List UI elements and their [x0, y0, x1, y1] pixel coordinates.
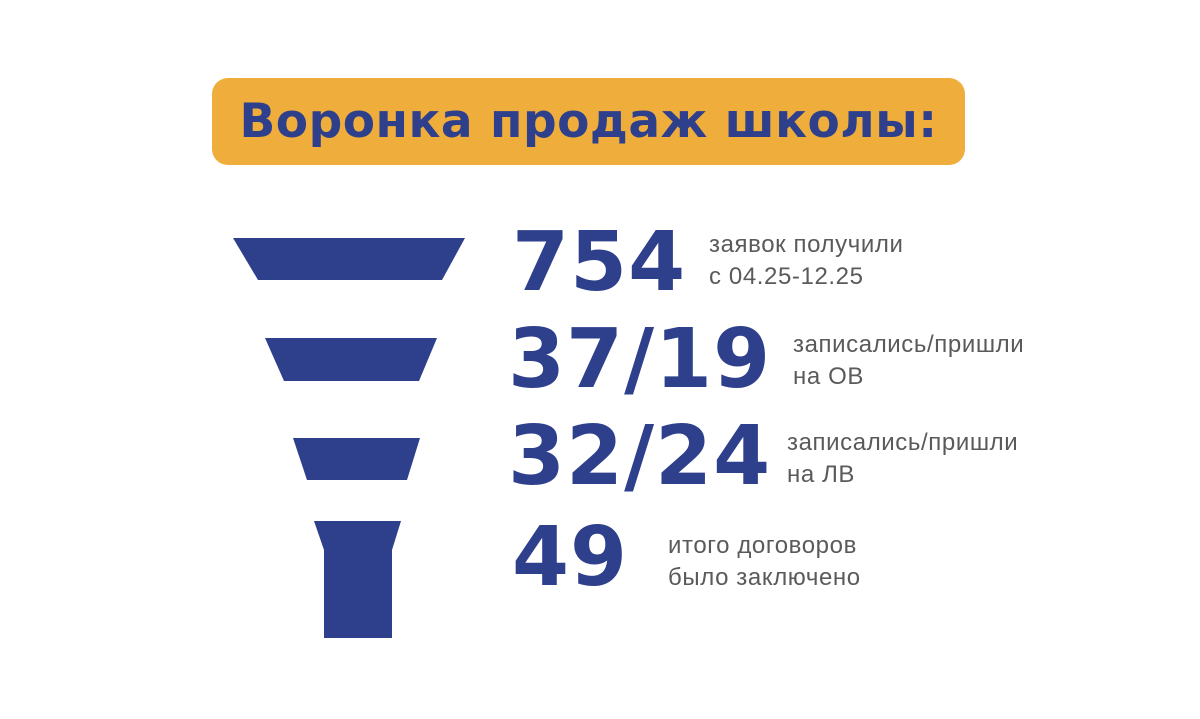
stage-3-value: 32/24: [508, 409, 772, 504]
stage-2-line-1: записались/пришли: [793, 331, 1025, 358]
funnel-stage-2: [265, 338, 437, 381]
funnel-stage-1: [233, 238, 465, 280]
funnel-stage-3: [293, 438, 420, 480]
stage-2-value: 37/19: [508, 312, 772, 407]
stage-2-description: записались/пришли на ОВ: [793, 329, 1024, 393]
stage-3-line-2: на ЛВ: [787, 461, 856, 488]
stage-4-value: 49: [512, 510, 629, 605]
stage-1-description: заявок получили с 04.25-12.25: [709, 229, 903, 293]
stage-1-value: 754: [512, 215, 687, 310]
stage-4-line-2: было заключено: [668, 564, 861, 591]
stage-2-line-2: на ОВ: [793, 363, 864, 390]
stage-1-line-1: заявок получили: [709, 231, 904, 258]
stage-3-line-1: записались/пришли: [787, 429, 1019, 456]
title-banner: Воронка продаж школы:: [212, 78, 965, 165]
stage-1-line-2: с 04.25-12.25: [709, 263, 864, 290]
funnel-stage-4: [314, 521, 401, 638]
stage-3-description: записались/пришли на ЛВ: [787, 427, 1018, 491]
title: Воронка продаж школы:: [239, 94, 938, 149]
stage-4-description: итого договоров было заключено: [668, 530, 861, 594]
stage-4-line-1: итого договоров: [668, 532, 857, 559]
